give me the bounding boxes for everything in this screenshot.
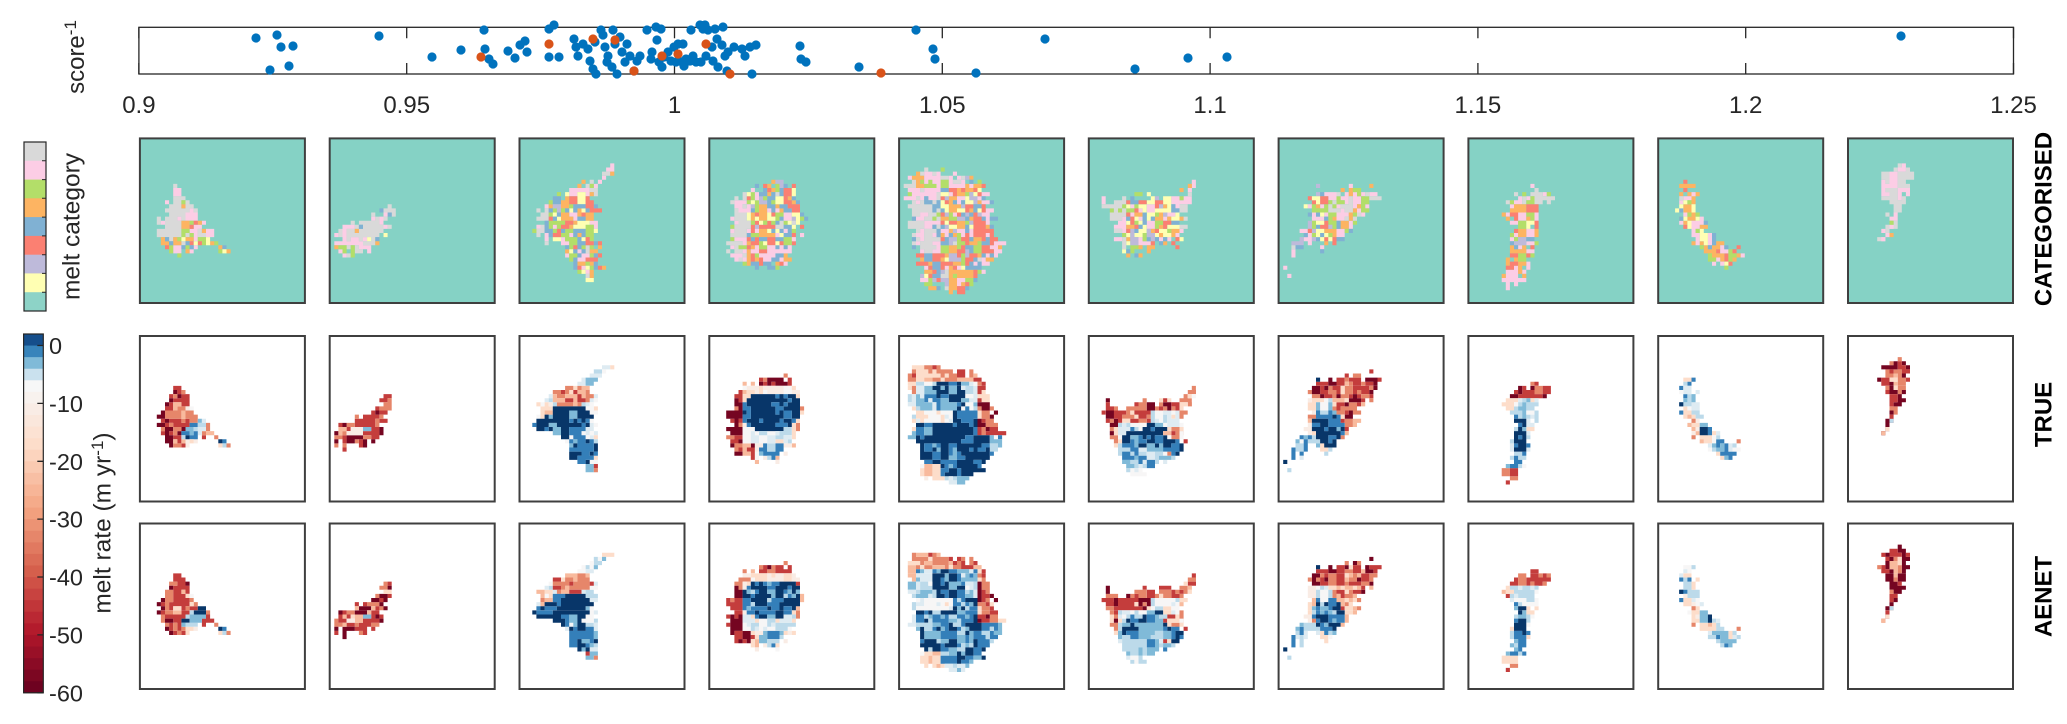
svg-text:1.15: 1.15 bbox=[1455, 92, 1502, 119]
svg-text:1.1: 1.1 bbox=[1193, 92, 1226, 119]
svg-text:melt rate (m yr-1): melt rate (m yr-1) bbox=[88, 432, 117, 613]
svg-text:-10: -10 bbox=[49, 391, 83, 417]
svg-text:-20: -20 bbox=[49, 449, 83, 475]
svg-text:-60: -60 bbox=[49, 680, 83, 706]
svg-text:1.05: 1.05 bbox=[919, 92, 966, 119]
svg-text:1.25: 1.25 bbox=[1990, 92, 2037, 119]
svg-text:0: 0 bbox=[49, 333, 62, 359]
svg-text:TRUE: TRUE bbox=[2031, 382, 2058, 447]
svg-text:AENET: AENET bbox=[2031, 555, 2058, 637]
svg-text:-30: -30 bbox=[49, 507, 83, 533]
svg-text:0.9: 0.9 bbox=[122, 92, 155, 119]
svg-text:0.95: 0.95 bbox=[383, 92, 430, 119]
svg-text:1: 1 bbox=[668, 92, 681, 119]
svg-text:CATEGORISED: CATEGORISED bbox=[2031, 132, 2058, 306]
svg-text:1.2: 1.2 bbox=[1729, 92, 1762, 119]
svg-text:-40: -40 bbox=[49, 565, 83, 591]
svg-text:melt category: melt category bbox=[59, 152, 86, 300]
svg-text:-50: -50 bbox=[49, 622, 83, 648]
